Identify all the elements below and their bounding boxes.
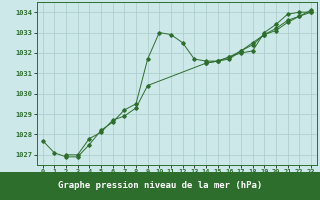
Text: Graphe pression niveau de la mer (hPa): Graphe pression niveau de la mer (hPa) (58, 182, 262, 190)
